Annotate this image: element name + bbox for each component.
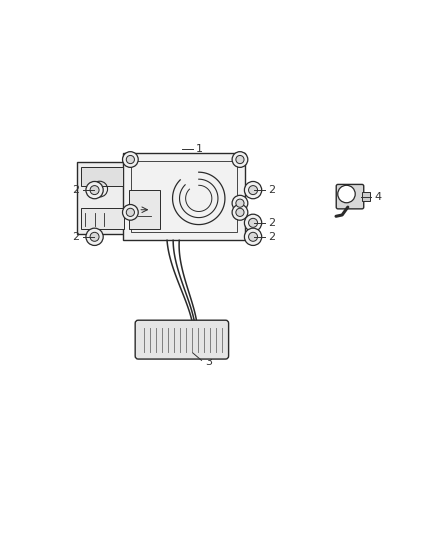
Circle shape bbox=[232, 152, 248, 167]
Circle shape bbox=[126, 208, 134, 216]
FancyBboxPatch shape bbox=[362, 192, 370, 201]
Text: 2: 2 bbox=[268, 185, 275, 195]
Circle shape bbox=[244, 228, 261, 246]
FancyBboxPatch shape bbox=[336, 184, 364, 209]
Circle shape bbox=[244, 181, 261, 199]
Circle shape bbox=[244, 214, 261, 231]
Circle shape bbox=[236, 208, 244, 216]
FancyBboxPatch shape bbox=[123, 153, 245, 240]
FancyBboxPatch shape bbox=[77, 161, 127, 234]
Text: 2: 2 bbox=[268, 232, 275, 242]
Text: 2: 2 bbox=[268, 218, 275, 228]
Text: 2: 2 bbox=[72, 232, 79, 242]
FancyBboxPatch shape bbox=[135, 320, 229, 359]
FancyBboxPatch shape bbox=[130, 190, 160, 229]
Circle shape bbox=[90, 185, 99, 195]
Circle shape bbox=[232, 195, 248, 211]
Text: 1: 1 bbox=[196, 144, 203, 155]
Circle shape bbox=[248, 219, 258, 228]
Circle shape bbox=[123, 152, 138, 167]
Text: 3: 3 bbox=[205, 357, 212, 367]
Circle shape bbox=[86, 181, 103, 199]
Circle shape bbox=[90, 232, 99, 241]
Circle shape bbox=[236, 199, 244, 207]
Circle shape bbox=[86, 228, 103, 246]
Circle shape bbox=[248, 185, 258, 195]
FancyBboxPatch shape bbox=[81, 167, 123, 185]
Circle shape bbox=[248, 232, 258, 241]
Text: 2: 2 bbox=[72, 185, 79, 195]
Circle shape bbox=[236, 156, 244, 164]
Circle shape bbox=[123, 205, 138, 220]
Circle shape bbox=[232, 205, 248, 220]
FancyBboxPatch shape bbox=[81, 207, 124, 229]
Circle shape bbox=[338, 185, 355, 203]
Text: 4: 4 bbox=[374, 192, 381, 201]
Circle shape bbox=[126, 156, 134, 164]
